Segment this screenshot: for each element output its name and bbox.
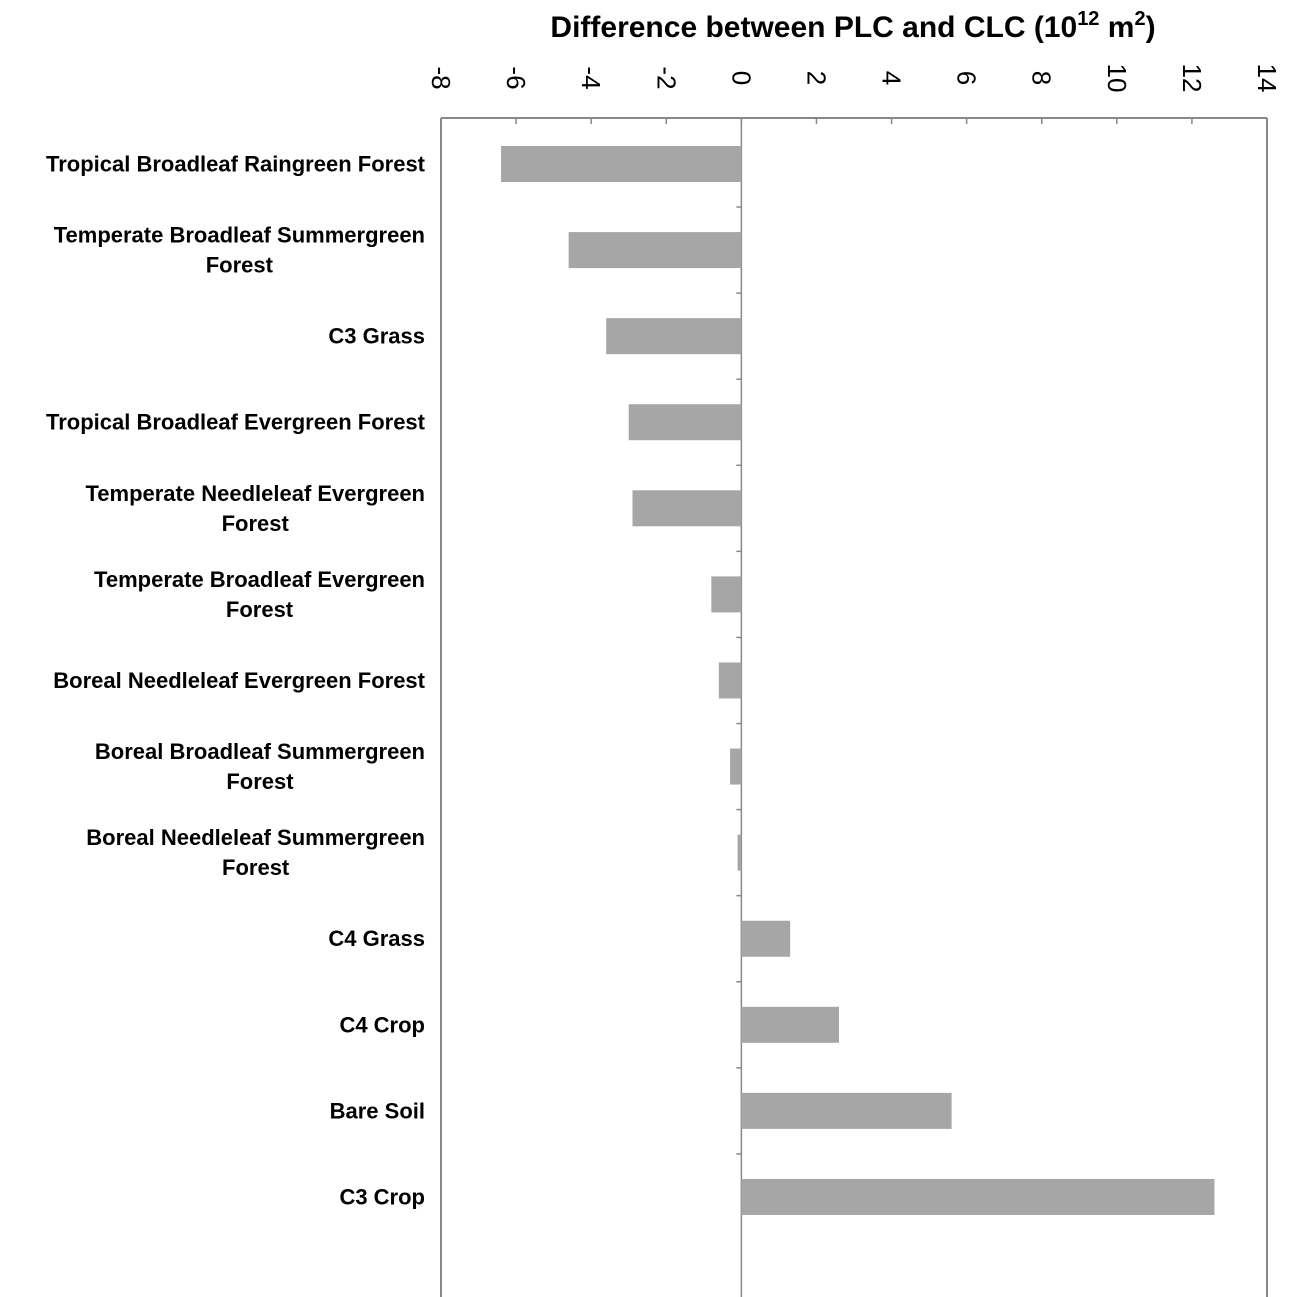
category-label: C3 Crop <box>339 1184 425 1209</box>
x-tick-label: -4 <box>576 66 606 89</box>
chart-title-superscript: 12 <box>1077 8 1099 30</box>
category-label: C3 Grass <box>328 324 425 349</box>
category-label: Boreal Needleleaf Evergreen Forest <box>53 668 425 693</box>
bar <box>632 490 742 527</box>
category-labels: Tropical Broadleaf Raingreen Forest Tempe… <box>46 152 426 1210</box>
chart-title-superscript: 2 <box>1134 8 1145 30</box>
category-label: Forest <box>222 511 290 536</box>
category-label: C4 Crop <box>339 1012 425 1037</box>
bar <box>568 232 742 269</box>
x-tick-label: 6 <box>952 71 982 85</box>
chart-title-main: Difference between PLC and CLC (10 <box>550 11 1077 44</box>
category-label: Temperate Needleleaf Evergreen <box>85 481 425 506</box>
category-label: Forest <box>206 253 274 278</box>
bar <box>741 1006 839 1043</box>
chart-title: Difference between PLC and CLC (1012 m2) <box>550 8 1155 44</box>
bar <box>718 662 742 699</box>
bar <box>606 318 742 355</box>
bar <box>741 920 791 957</box>
category-label: Tropical Broadleaf Evergreen Forest <box>46 410 426 435</box>
category-label: Boreal Broadleaf Summergreen <box>95 739 425 764</box>
chart-title-unit: m <box>1099 11 1134 44</box>
x-tick-label: 8 <box>1027 71 1057 85</box>
category-label: Temperate Broadleaf Evergreen <box>94 567 425 592</box>
bar <box>737 834 742 871</box>
category-label: Forest <box>226 769 294 794</box>
category-label: Bare Soil <box>330 1098 425 1123</box>
x-tick-label: 4 <box>877 71 907 85</box>
category-label: Forest <box>222 855 290 880</box>
bars <box>501 146 1215 1215</box>
x-tick-label: 10 <box>1102 64 1132 93</box>
bar <box>628 404 742 441</box>
x-tick-label: -8 <box>426 66 456 89</box>
category-label: C4 Grass <box>328 926 425 951</box>
x-tick-label: 12 <box>1177 64 1207 93</box>
bar <box>501 146 742 182</box>
bar <box>741 1092 952 1129</box>
category-label: Boreal Needleleaf Summergreen <box>86 825 425 850</box>
chart-title-end: ) <box>1146 11 1156 44</box>
x-tick-label: 0 <box>726 71 756 85</box>
bar <box>730 748 742 785</box>
category-label: Forest <box>226 597 294 622</box>
bar <box>741 1178 1215 1215</box>
x-tick-label: 2 <box>801 71 831 85</box>
x-tick-label: 14 <box>1252 64 1282 93</box>
x-tick-label: -6 <box>501 66 531 89</box>
x-axis-ticks: -8 -6 -4 -2 0 2 4 6 8 10 12 14 <box>426 64 1282 124</box>
category-label: Temperate Broadleaf Summergreen <box>54 223 425 248</box>
category-label: Tropical Broadleaf Raingreen Forest <box>46 152 426 177</box>
bar <box>711 576 742 613</box>
x-tick-label: -2 <box>651 66 681 89</box>
